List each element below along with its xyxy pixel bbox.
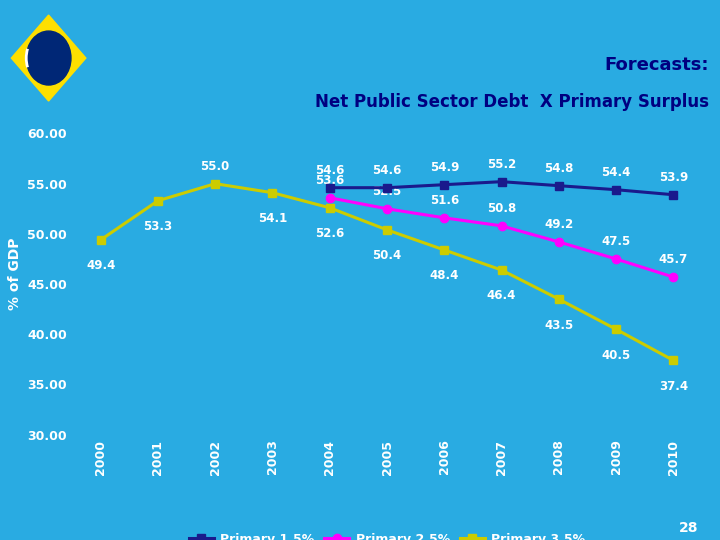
Primary 2.5% — [383, 206, 392, 212]
Primary 2.5% — [440, 214, 449, 221]
Text: 47.5: 47.5 — [601, 235, 631, 248]
Primary 3.5% — [554, 296, 563, 302]
Text: 52.6: 52.6 — [315, 227, 344, 240]
Primary 3.5% — [153, 198, 162, 204]
Text: 43.5: 43.5 — [544, 319, 573, 332]
Text: 54.6: 54.6 — [372, 164, 402, 177]
Primary 1.5% — [498, 178, 506, 185]
Text: 49.2: 49.2 — [544, 218, 573, 231]
Primary 2.5% — [554, 239, 563, 245]
Text: 49.4: 49.4 — [86, 259, 115, 272]
Text: 37.4: 37.4 — [659, 380, 688, 393]
Text: 54.9: 54.9 — [430, 160, 459, 173]
Text: 45.7: 45.7 — [659, 253, 688, 266]
Text: 48.4: 48.4 — [430, 269, 459, 282]
Text: 54.4: 54.4 — [601, 166, 631, 179]
Text: 54.6: 54.6 — [315, 164, 344, 177]
Primary 1.5% — [325, 185, 334, 191]
Text: 50.4: 50.4 — [372, 249, 402, 262]
Text: 53.6: 53.6 — [315, 174, 344, 187]
Primary 2.5% — [498, 222, 506, 229]
Text: 53.3: 53.3 — [143, 220, 173, 233]
Text: Net Public Sector Debt  X Primary Surplus: Net Public Sector Debt X Primary Surplus — [315, 93, 709, 111]
Primary 1.5% — [440, 181, 449, 188]
Primary 3.5% — [325, 205, 334, 211]
Y-axis label: % of GDP: % of GDP — [8, 238, 22, 310]
Polygon shape — [12, 15, 86, 101]
Line: Primary 3.5%: Primary 3.5% — [96, 180, 678, 364]
Text: 40.5: 40.5 — [601, 349, 631, 362]
Circle shape — [26, 31, 71, 85]
Primary 3.5% — [498, 267, 506, 273]
Text: 52.5: 52.5 — [372, 185, 402, 198]
Primary 3.5% — [669, 357, 678, 363]
Line: Primary 1.5%: Primary 1.5% — [326, 178, 678, 199]
Text: 55.0: 55.0 — [201, 160, 230, 173]
Text: 51.6: 51.6 — [430, 194, 459, 207]
Primary 3.5% — [211, 180, 220, 187]
Primary 1.5% — [383, 185, 392, 191]
Primary 2.5% — [612, 256, 621, 262]
Primary 1.5% — [612, 186, 621, 193]
Text: 54.8: 54.8 — [544, 161, 574, 174]
Text: Forecasts:: Forecasts: — [605, 56, 709, 74]
Text: 46.4: 46.4 — [487, 289, 516, 302]
Legend: Primary 1.5%, Primary 2.5%, Primary 3.5%: Primary 1.5%, Primary 2.5%, Primary 3.5% — [184, 528, 590, 540]
Primary 3.5% — [383, 227, 392, 233]
Primary 3.5% — [268, 190, 276, 196]
Primary 2.5% — [325, 194, 334, 201]
Text: 54.1: 54.1 — [258, 212, 287, 225]
Primary 3.5% — [440, 247, 449, 253]
Text: 50.8: 50.8 — [487, 202, 516, 215]
Primary 1.5% — [554, 183, 563, 189]
Primary 3.5% — [612, 326, 621, 333]
Text: 28: 28 — [679, 521, 698, 535]
Primary 3.5% — [96, 237, 105, 243]
Text: 53.9: 53.9 — [659, 171, 688, 184]
Primary 2.5% — [669, 274, 678, 280]
Primary 1.5% — [669, 192, 678, 198]
Line: Primary 2.5%: Primary 2.5% — [325, 193, 678, 281]
Text: 55.2: 55.2 — [487, 158, 516, 171]
